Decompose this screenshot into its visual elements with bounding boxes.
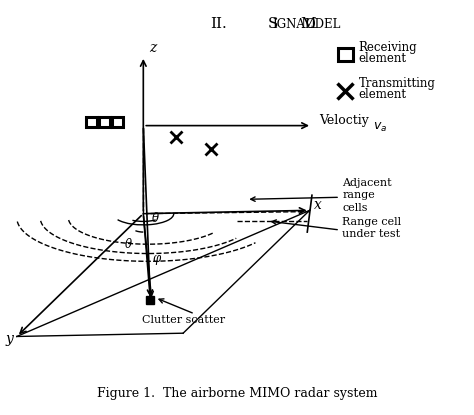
Text: $v_a$: $v_a$ xyxy=(373,121,387,134)
Text: φ: φ xyxy=(153,252,161,265)
Text: x: x xyxy=(314,198,322,212)
Text: Adjacent
range
cells: Adjacent range cells xyxy=(342,178,392,212)
Text: M: M xyxy=(300,17,316,31)
Text: y: y xyxy=(5,332,13,346)
Text: ODEL: ODEL xyxy=(306,18,341,31)
Bar xyxy=(86,117,97,127)
Text: θ: θ xyxy=(125,239,132,251)
Text: Range cell
under test: Range cell under test xyxy=(342,217,401,239)
Text: element: element xyxy=(359,88,407,101)
Text: S: S xyxy=(267,17,278,31)
Text: element: element xyxy=(359,51,407,65)
Text: Receiving: Receiving xyxy=(359,41,418,54)
Text: z: z xyxy=(149,41,156,55)
Text: Transmitting: Transmitting xyxy=(359,77,436,90)
Text: θ: θ xyxy=(152,212,159,225)
Text: Figure 1.  The airborne MIMO radar system: Figure 1. The airborne MIMO radar system xyxy=(97,387,377,400)
Bar xyxy=(112,117,123,127)
Text: Veloctiy: Veloctiy xyxy=(319,114,369,127)
Bar xyxy=(337,48,353,61)
Bar xyxy=(99,117,110,127)
Text: II.: II. xyxy=(210,17,227,31)
Text: IGNAL: IGNAL xyxy=(272,18,313,31)
Text: Clutter scatter: Clutter scatter xyxy=(142,315,225,325)
